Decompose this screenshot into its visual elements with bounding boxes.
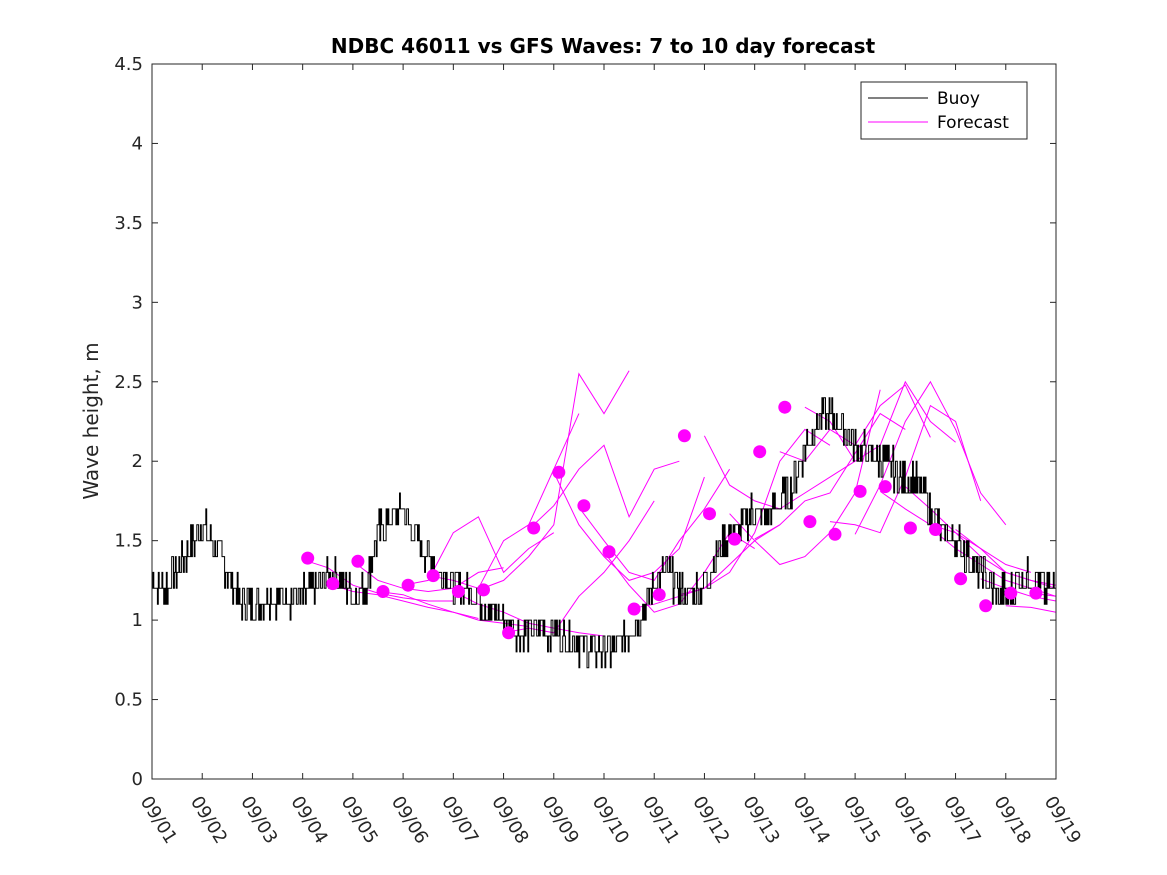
forecast-initial-point [954,572,968,586]
forecast-run-line [352,560,504,593]
y-tick-label: 2 [132,451,143,472]
forecast-initial-point [778,400,792,414]
forecast-initial-point [1004,586,1018,600]
x-tick-label: 09/03 [236,793,281,848]
legend: Buoy Forecast [860,81,1028,140]
x-tick-label: 09/16 [889,793,934,848]
forecast-initial-point [376,585,390,598]
x-tick-label: 09/14 [789,793,834,848]
x-tick-label: 09/05 [337,793,382,848]
y-tick-label: 1 [132,610,143,631]
y-tick-label: 2.5 [114,372,143,393]
x-tick-label: 09/02 [186,793,231,848]
x-tick-label: 09/07 [437,793,482,848]
x-tick-label: 09/19 [1040,793,1085,848]
buoy-line [152,397,1056,669]
x-tick-label: 09/10 [588,793,633,848]
forecast-initial-point [426,569,440,583]
y-tick-label: 4.5 [114,54,143,75]
x-tick-label: 09/01 [136,793,181,848]
forecast-initial-point [903,521,917,535]
forecast-run-line [679,428,831,596]
forecast-initial-point [477,583,490,597]
y-axis-label: Wave height, m [79,342,103,499]
forecast-initial-point [677,429,691,443]
x-tick-label: 09/17 [939,793,984,848]
x-tick-label: 09/18 [990,793,1035,848]
forecast-run-line [1005,605,1057,613]
forecast-initial-point [401,578,415,592]
forecast-initial-point [627,602,641,616]
forecast-initial-point [451,585,465,598]
y-tick-label: 0 [132,769,143,790]
forecast-initial-point [502,626,516,640]
forecast-initial-point [929,523,942,536]
forecast-initial-point [652,588,666,602]
chart-title: NDBC 46011 vs GFS Waves: 7 to 10 day for… [331,34,876,58]
forecast-initial-point [803,515,817,529]
forecast-initial-point [828,527,842,541]
x-tick-label: 09/11 [638,793,683,848]
forecast-initial-point [326,577,340,591]
forecast-initial-point [979,599,993,613]
forecast-initial-point [301,551,315,565]
forecast-run-line [403,516,555,586]
y-tick-label: 3.5 [114,213,143,234]
y-tick-label: 1.5 [114,531,143,552]
forecast-initial-point [577,499,591,513]
y-axis: 0 0.5 1 1.5 2 2.5 3 3.5 4 4.5 [114,54,1056,790]
forecast-run-line [578,468,731,581]
forecast-run-line [528,444,680,530]
legend-forecast-label: Forecast [937,113,1009,133]
forecast-run-line [478,370,630,591]
x-tick-label: 09/08 [487,793,532,848]
y-tick-label: 4 [132,133,143,154]
y-tick-label: 0.5 [114,690,143,711]
forecast-initial-point [1029,586,1043,600]
forecast-initial-points [301,400,1043,640]
y-tick-label: 3 [132,292,143,313]
forecast-initial-point [602,545,616,559]
forecast-initial-point [853,484,867,498]
x-tick-label: 09/04 [286,793,331,848]
forecast-initial-point [351,554,365,568]
plot-area [152,64,1056,779]
forecast-initial-point [552,465,566,479]
forecast-run-line [553,472,705,581]
forecast-initial-point [753,445,767,459]
forecast-initial-point [703,507,716,521]
x-tick-label: 09/12 [688,793,733,848]
forecast-initial-point [878,480,892,494]
x-tick-label: 09/09 [538,793,583,848]
legend-buoy-label: Buoy [937,89,980,109]
x-tick-label: 09/15 [839,793,884,848]
forecast-initial-point [527,521,541,535]
legend-box [860,81,1028,140]
x-tick-label: 09/13 [738,793,783,848]
buoy-series-line [152,397,1056,669]
forecast-initial-point [728,532,742,546]
x-tick-label: 09/06 [387,793,432,848]
forecast-run-line [754,412,906,540]
